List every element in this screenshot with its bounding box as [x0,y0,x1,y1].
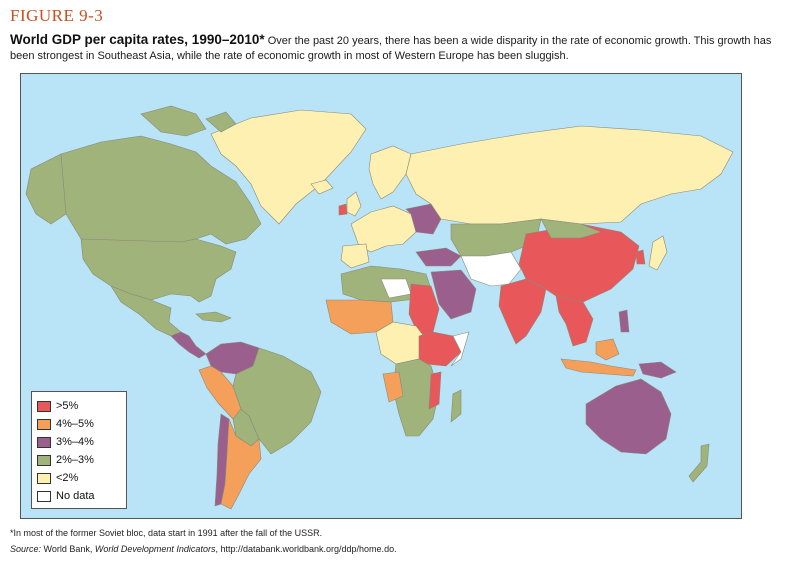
united-kingdom [346,191,362,217]
greenland [210,109,367,225]
southern-africa [392,358,440,437]
source-publication: World Development Indicators [94,544,216,554]
source-org: World Bank, [41,544,95,554]
iceland [310,179,334,195]
legend-label: 4%–5% [56,418,94,430]
figure-description: Over the past 20 years, there has been a… [10,35,772,62]
borneo [595,338,620,361]
new-zealand [688,443,710,483]
legend-label: No data [56,490,95,502]
arctic-islands [140,105,237,137]
legend-item: >5% [37,397,126,415]
philippines [618,309,630,333]
japan [648,235,668,271]
map-legend: >5% 4%–5% 3%–4% 2%–3% <2% No data [31,391,127,509]
figure-caption: World GDP per capita rates, 1990–2010* O… [10,32,780,64]
source-note: Source: World Bank, World Development In… [10,544,397,554]
mozambique [428,371,442,410]
alaska [25,153,67,225]
legend-item: 3%–4% [37,433,126,451]
world-map [20,73,742,519]
arabian-peninsula [430,269,477,320]
legend-swatch [37,436,51,448]
southeast-asia [555,295,594,347]
iran-afghanistan [460,251,522,287]
figure-label: FIGURE 9-3 [10,6,104,25]
footnote: *In most of the former Soviet bloc, data… [10,528,323,538]
legend-item: <2% [37,469,126,487]
legend-swatch [37,454,51,466]
legend-label: 2%–3% [56,454,94,466]
legend-label: <2% [56,472,79,484]
indonesia [560,358,637,377]
legend-item: No data [37,487,126,505]
ireland [338,203,348,216]
angola [382,371,404,403]
china [518,223,640,303]
australia [585,378,672,455]
legend-label: 3%–4% [56,436,94,448]
korea [635,249,646,265]
legend-swatch [37,490,51,502]
turkey [415,247,462,267]
mongolia [540,218,602,239]
argentina [220,418,262,510]
madagascar [450,389,462,423]
united-states [80,238,237,303]
legend-label: >5% [56,400,79,412]
russia [405,125,734,225]
world-map-svg [21,74,741,518]
scandinavia [368,145,412,200]
legend-item: 4%–5% [37,415,126,433]
legend-swatch [37,472,51,484]
source-url: , http://databank.worldbank.org/ddp/home… [215,544,397,554]
figure-title: World GDP per capita rates, 1990–2010* [10,32,265,47]
legend-swatch [37,418,51,430]
caribbean [195,311,232,323]
source-label: Source: [10,544,42,554]
papua-new-guinea [638,361,677,379]
legend-item: 2%–3% [37,451,126,469]
legend-swatch [37,400,51,412]
somalia [450,331,470,367]
iberia [340,243,370,269]
